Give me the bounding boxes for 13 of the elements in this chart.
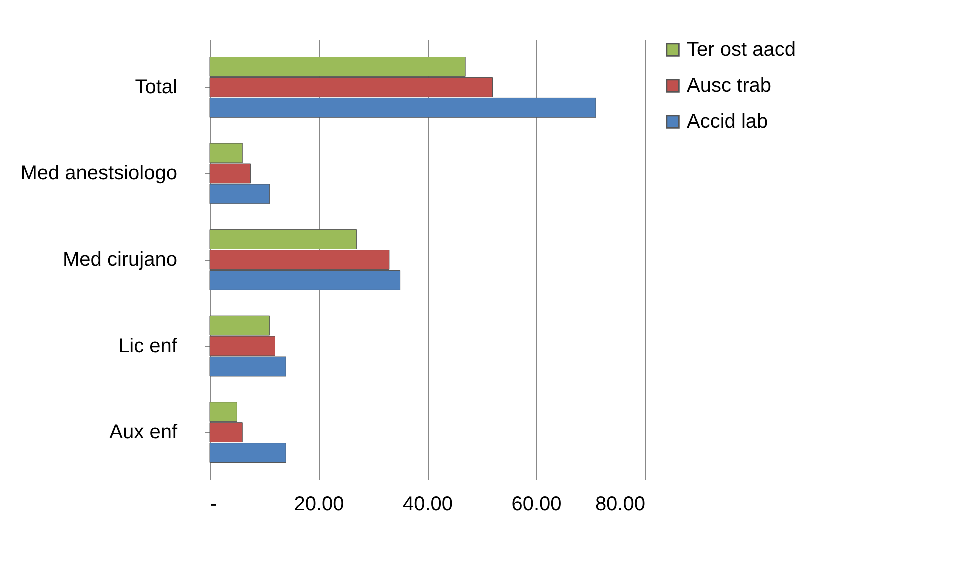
legend-label: Ter ost aacd bbox=[687, 39, 796, 61]
x-tick-label: 60.00 bbox=[512, 494, 562, 516]
legend-label: Ausc trab bbox=[687, 75, 772, 97]
x-tick-label: 20.00 bbox=[294, 494, 344, 516]
x-tick-label: 40.00 bbox=[402, 494, 454, 516]
y-tick-label: Total bbox=[135, 76, 178, 98]
y-tick-label: Med cirujano bbox=[62, 249, 178, 271]
legend-label: Accid lab bbox=[687, 111, 768, 133]
y-tick-label: Lic enf bbox=[118, 335, 178, 358]
y-tick-label: Med anestsiologo bbox=[20, 162, 178, 185]
x-tick-label: 80.00 bbox=[595, 494, 646, 516]
y-tick-label: Aux enf bbox=[110, 422, 178, 444]
x-tick-label: - bbox=[210, 494, 218, 516]
